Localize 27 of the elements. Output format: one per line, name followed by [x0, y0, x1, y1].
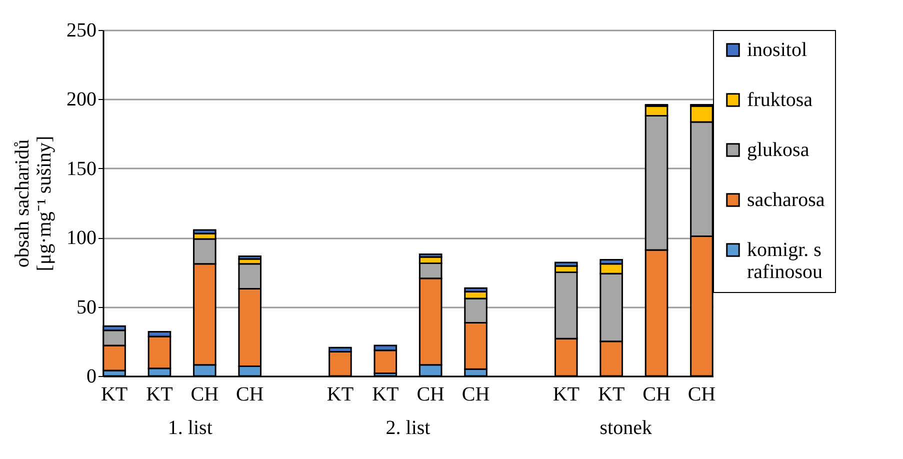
y-tick-label: 150 — [66, 158, 96, 180]
y-tick-label: 50 — [76, 296, 96, 318]
x-tick-label: KT — [100, 384, 128, 406]
text: stonek — [600, 417, 652, 439]
x-tick-label: CH — [236, 384, 264, 406]
x-tick-label: CH — [642, 384, 670, 406]
x-tick-label: CH — [688, 384, 716, 406]
x-tick-label: KT — [326, 384, 354, 406]
text: 2. list — [386, 417, 431, 439]
legend-label: fruktosa — [747, 89, 813, 111]
x-tick-label: KT — [146, 384, 173, 406]
x-tick-label: KT — [372, 384, 399, 406]
x-tick-label: CH — [416, 384, 444, 406]
y-tick-label: 100 — [66, 227, 96, 250]
legend-label: inositol — [747, 39, 808, 61]
y-tick-label: 200 — [66, 88, 96, 111]
legend-label: sacharosa — [747, 189, 825, 211]
x-tick-label: CH — [462, 384, 490, 406]
text: 1. list — [168, 417, 213, 439]
legend-label: komigr. s rafinosou — [747, 239, 823, 283]
y-axis-title: obsah sacharidů [μg·mg⁻¹ sušiny] — [12, 136, 56, 272]
y-tick-label: 250 — [66, 20, 96, 42]
x-tick-label: CH — [190, 384, 219, 406]
y-tick-label: 0 — [86, 366, 96, 388]
legend-label: glukosa — [747, 139, 810, 161]
x-tick-label: KT — [552, 384, 580, 406]
x-tick-label: KT — [598, 384, 625, 406]
